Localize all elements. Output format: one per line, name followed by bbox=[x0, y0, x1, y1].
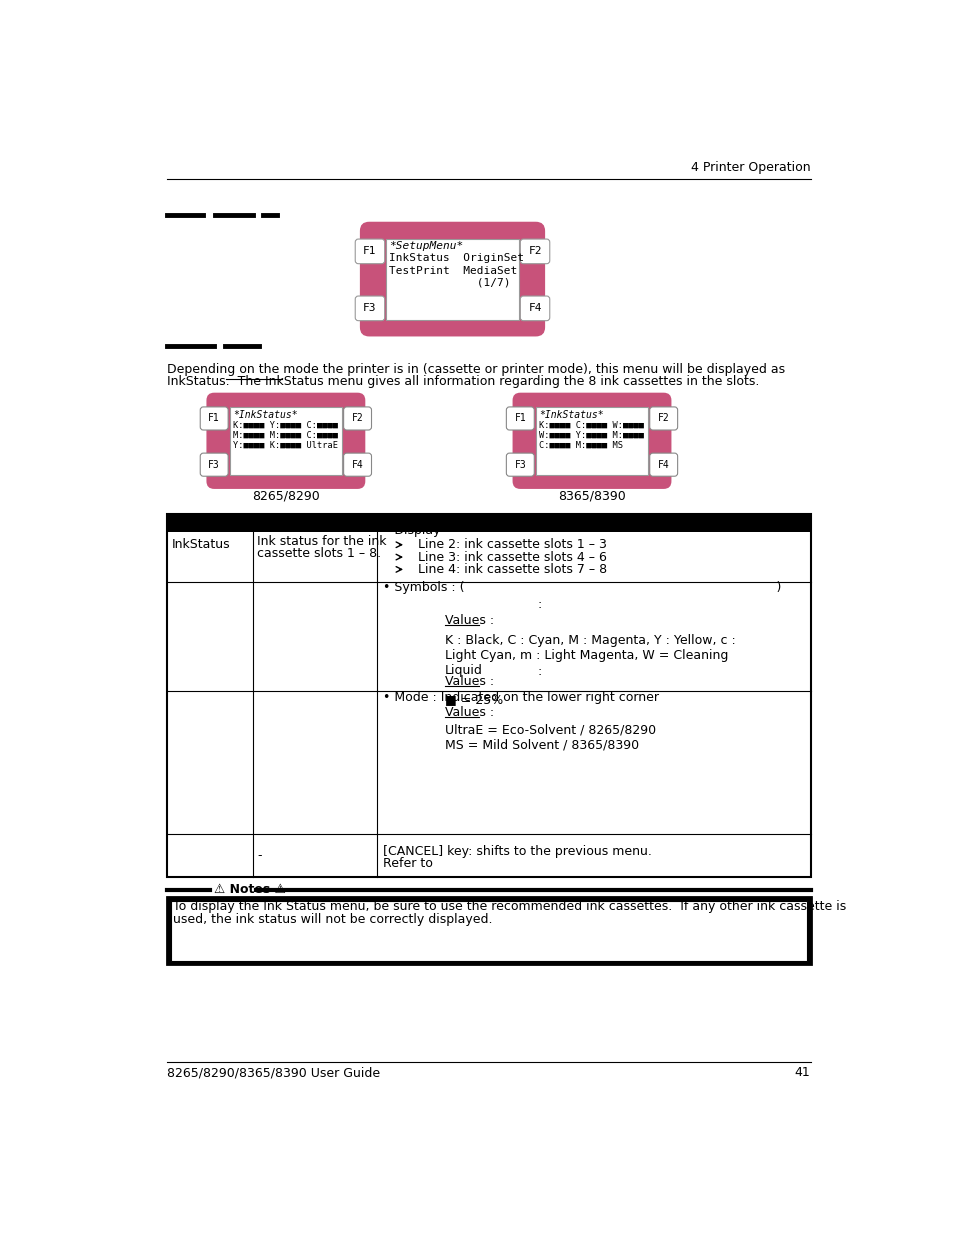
FancyBboxPatch shape bbox=[343, 453, 371, 477]
Text: 8265/8290/8365/8390 User Guide: 8265/8290/8365/8390 User Guide bbox=[167, 1067, 380, 1079]
Text: InkStatus.  The InkStatus menu gives all information regarding the 8 ink cassett: InkStatus. The InkStatus menu gives all … bbox=[167, 375, 759, 388]
Text: F4: F4 bbox=[658, 459, 669, 469]
FancyBboxPatch shape bbox=[355, 296, 384, 321]
FancyBboxPatch shape bbox=[343, 406, 371, 430]
Text: [CANCEL] key: shifts to the previous menu.: [CANCEL] key: shifts to the previous men… bbox=[382, 845, 651, 858]
Text: F2: F2 bbox=[528, 246, 541, 257]
Text: *SetupMenu*: *SetupMenu* bbox=[389, 241, 463, 251]
Text: 8365/8390: 8365/8390 bbox=[558, 490, 625, 503]
FancyBboxPatch shape bbox=[649, 453, 677, 477]
FancyBboxPatch shape bbox=[200, 453, 228, 477]
FancyBboxPatch shape bbox=[519, 240, 549, 264]
FancyBboxPatch shape bbox=[506, 453, 534, 477]
Text: K : Black, C : Cyan, M : Magenta, Y : Yellow, c :
Light Cyan, m : Light Magenta,: K : Black, C : Cyan, M : Magenta, Y : Ye… bbox=[444, 634, 735, 677]
FancyBboxPatch shape bbox=[206, 393, 365, 489]
Text: Values :: Values : bbox=[444, 676, 494, 688]
FancyBboxPatch shape bbox=[512, 393, 671, 489]
Text: Line 4: ink cassette slots 7 – 8: Line 4: ink cassette slots 7 – 8 bbox=[418, 563, 607, 576]
Text: UltraE = Eco-Solvent / 8265/8290
MS = Mild Solvent / 8365/8390: UltraE = Eco-Solvent / 8265/8290 MS = Mi… bbox=[444, 724, 656, 751]
Text: F4: F4 bbox=[528, 304, 541, 314]
Text: F1: F1 bbox=[514, 414, 526, 424]
FancyBboxPatch shape bbox=[649, 406, 677, 430]
Bar bbox=[167, 514, 810, 877]
Bar bbox=[167, 898, 810, 965]
Text: Values :: Values : bbox=[444, 706, 494, 719]
Text: F1: F1 bbox=[363, 246, 376, 257]
Text: InkStatus: InkStatus bbox=[172, 538, 231, 551]
Text: Values :: Values : bbox=[444, 614, 494, 626]
Text: 41: 41 bbox=[794, 1067, 810, 1079]
Text: 4 Printer Operation: 4 Printer Operation bbox=[690, 161, 810, 174]
FancyBboxPatch shape bbox=[355, 240, 384, 264]
FancyBboxPatch shape bbox=[359, 222, 544, 336]
Text: C:■■■■ M:■■■■ MS: C:■■■■ M:■■■■ MS bbox=[538, 441, 622, 450]
FancyBboxPatch shape bbox=[230, 406, 342, 475]
Text: used, the ink status will not be correctly displayed.: used, the ink status will not be correct… bbox=[173, 913, 493, 926]
Text: Line 2: ink cassette slots 1 – 3: Line 2: ink cassette slots 1 – 3 bbox=[418, 538, 607, 551]
Text: Refer to: Refer to bbox=[382, 857, 432, 869]
Text: W:■■■■ Y:■■■■ M:■■■■: W:■■■■ Y:■■■■ M:■■■■ bbox=[538, 431, 643, 440]
Text: To display the Ink Status menu, be sure to use the recommended ink cassettes.  I: To display the Ink Status menu, be sure … bbox=[173, 900, 846, 914]
Text: F3: F3 bbox=[514, 459, 526, 469]
Text: ⚠ Notes ⚠: ⚠ Notes ⚠ bbox=[213, 883, 285, 897]
Text: Y:■■■■ K:■■■■ UltraE: Y:■■■■ K:■■■■ UltraE bbox=[233, 441, 337, 450]
Text: K:■■■■ Y:■■■■ C:■■■■: K:■■■■ Y:■■■■ C:■■■■ bbox=[233, 420, 337, 430]
FancyBboxPatch shape bbox=[386, 238, 518, 320]
Text: F3: F3 bbox=[208, 459, 220, 469]
Text: ■ = 25%: ■ = 25% bbox=[444, 693, 502, 705]
Text: F3: F3 bbox=[363, 304, 376, 314]
Text: K:■■■■ C:■■■■ W:■■■■: K:■■■■ C:■■■■ W:■■■■ bbox=[538, 420, 643, 430]
Text: *InkStatus*: *InkStatus* bbox=[538, 410, 603, 420]
Text: F2: F2 bbox=[658, 414, 669, 424]
Text: • Mode : Indicated on the lower right corner: • Mode : Indicated on the lower right co… bbox=[382, 690, 659, 704]
Text: InkStatus  OriginSet: InkStatus OriginSet bbox=[389, 253, 524, 263]
Text: :: : bbox=[537, 664, 541, 678]
Text: M:■■■■ M:■■■■ C:■■■■: M:■■■■ M:■■■■ C:■■■■ bbox=[233, 431, 337, 440]
Text: Ink status for the ink: Ink status for the ink bbox=[257, 535, 386, 548]
Text: *InkStatus*: *InkStatus* bbox=[233, 410, 297, 420]
FancyBboxPatch shape bbox=[519, 296, 549, 321]
Text: F1: F1 bbox=[208, 414, 220, 424]
Text: • Symbols : (                                                                   : • Symbols : ( bbox=[382, 582, 781, 594]
Bar bbox=[171, 902, 806, 961]
Bar bbox=[167, 514, 810, 532]
Text: Depending on the mode the printer is in (cassette or printer mode), this menu wi: Depending on the mode the printer is in … bbox=[167, 363, 784, 375]
Text: :: : bbox=[537, 598, 541, 611]
Text: (1/7): (1/7) bbox=[389, 278, 510, 288]
Text: -: - bbox=[257, 850, 261, 862]
Text: F4: F4 bbox=[352, 459, 363, 469]
Text: Line 3: ink cassette slots 4 – 6: Line 3: ink cassette slots 4 – 6 bbox=[418, 551, 607, 563]
FancyBboxPatch shape bbox=[200, 406, 228, 430]
Text: TestPrint  MediaSet: TestPrint MediaSet bbox=[389, 266, 517, 275]
Text: • Display: • Display bbox=[382, 525, 439, 537]
FancyBboxPatch shape bbox=[536, 406, 647, 475]
Text: F2: F2 bbox=[352, 414, 363, 424]
Text: 8265/8290: 8265/8290 bbox=[252, 490, 319, 503]
FancyBboxPatch shape bbox=[506, 406, 534, 430]
Text: cassette slots 1 – 8.: cassette slots 1 – 8. bbox=[257, 547, 381, 561]
